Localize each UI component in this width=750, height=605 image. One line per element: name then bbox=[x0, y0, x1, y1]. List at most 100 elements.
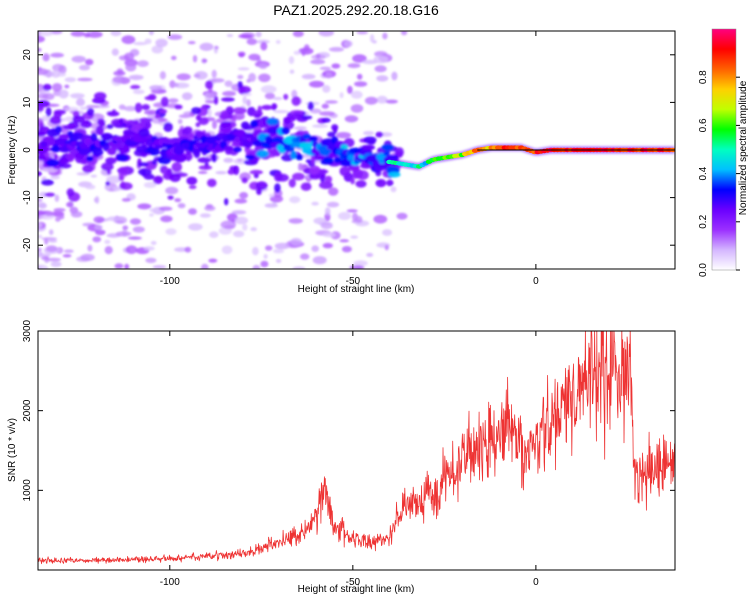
spectrogram-cell bbox=[267, 127, 281, 134]
spectrogram-cell bbox=[192, 147, 201, 156]
spectrogram-cell bbox=[38, 250, 43, 258]
spectrogram-cell bbox=[295, 153, 304, 161]
spectrogram-cell bbox=[239, 192, 249, 199]
spectrogram-cell bbox=[205, 136, 216, 145]
spectrogram-cell bbox=[300, 182, 312, 191]
spectrogram-cell bbox=[292, 31, 304, 38]
spectrogram-cell bbox=[123, 144, 130, 153]
spectrogram-cell bbox=[44, 192, 56, 197]
spectrogram-cell bbox=[165, 186, 179, 195]
spectrogram-cell bbox=[224, 145, 234, 151]
colorbar-frame bbox=[711, 28, 737, 271]
spectrogram-cell bbox=[45, 211, 54, 217]
spectrogram-cell bbox=[38, 100, 50, 108]
spectrogram-cell bbox=[376, 95, 388, 104]
spectrogram-cell bbox=[291, 96, 301, 106]
spectrogram-cell bbox=[160, 215, 173, 223]
spectrogram-cell bbox=[38, 68, 49, 75]
spectrogram-cell bbox=[231, 210, 247, 215]
spectrogram-cell bbox=[54, 194, 60, 202]
spectrogram-cell bbox=[70, 93, 85, 99]
spectrogram-cell bbox=[82, 164, 94, 173]
spectrogram-cell bbox=[233, 146, 242, 153]
spectrogram-cell bbox=[211, 78, 225, 83]
spectrogram-cell bbox=[347, 85, 353, 94]
spectrogram-cell bbox=[38, 35, 45, 43]
spectrogram-cell bbox=[174, 247, 189, 253]
spectrogram-cell bbox=[255, 150, 269, 158]
spectrogram-cell bbox=[312, 256, 327, 265]
spectrogram-cell bbox=[168, 98, 179, 103]
spectrogram-cell bbox=[224, 198, 229, 206]
spectrogram-cell bbox=[101, 162, 114, 171]
spectrogram-cell bbox=[206, 92, 217, 99]
spectrogram-cell bbox=[167, 195, 174, 200]
spectrogram-cell bbox=[160, 96, 169, 107]
spectrogram-cell bbox=[322, 242, 333, 249]
spectrogram-cell bbox=[226, 34, 234, 38]
spectrogram-cell bbox=[234, 111, 245, 121]
spectrogram-cell bbox=[143, 173, 155, 180]
spectrogram-cell bbox=[49, 31, 63, 35]
spectrogram-cell bbox=[95, 195, 100, 204]
spectrogram-cell bbox=[374, 65, 387, 73]
spectrogram-cell bbox=[363, 136, 377, 144]
spectrogram-cell bbox=[179, 125, 184, 130]
spectrogram-cell bbox=[298, 162, 303, 171]
spectrogram-cell bbox=[58, 65, 67, 75]
spectrogram-cell bbox=[350, 90, 363, 99]
spectrogram-cell bbox=[90, 174, 98, 178]
spectrogram-cell bbox=[171, 55, 177, 61]
y-tick-label: 2000 bbox=[22, 399, 33, 422]
x-tick-label: -50 bbox=[346, 577, 361, 588]
snr-y-label: SNR (10 * v/v) bbox=[7, 418, 18, 482]
spectrogram-cell bbox=[333, 156, 341, 164]
spectrogram-cell bbox=[369, 34, 375, 43]
spectrogram-cell bbox=[260, 41, 268, 51]
spectrogram-cell bbox=[237, 158, 243, 162]
spectrogram-cell bbox=[331, 124, 339, 131]
spectrogram-cell bbox=[104, 239, 111, 245]
spectrogram-cell bbox=[339, 239, 350, 243]
spectrogram-cell bbox=[104, 246, 113, 255]
spectrogram-cell bbox=[188, 185, 197, 190]
y-tick-label: 20 bbox=[22, 49, 33, 61]
x-tick-label: 0 bbox=[533, 577, 539, 588]
spectrogram-cell bbox=[214, 46, 219, 50]
snr-panel: -100 -50 0 1000 2000 3000 Height of straight… bbox=[7, 319, 676, 595]
spectrogram-cell bbox=[236, 129, 246, 138]
spectrogram-cell bbox=[311, 245, 320, 252]
spectrogram-cell bbox=[147, 93, 157, 101]
colorbar-label: Normalized spectral amplitude bbox=[738, 80, 749, 215]
spectrogram-cell bbox=[362, 59, 378, 65]
spectrogram-cell bbox=[382, 32, 388, 40]
spectrogram-cell bbox=[312, 124, 328, 128]
spectrogram-cell bbox=[138, 128, 150, 137]
spectrogram-cell bbox=[201, 263, 209, 269]
spectrogram-cell bbox=[207, 108, 212, 118]
spectrogram-cell bbox=[327, 131, 336, 138]
spectrogram-cell bbox=[85, 58, 94, 66]
spectrogram-cell bbox=[386, 179, 394, 187]
spectrogram-cell bbox=[308, 172, 322, 180]
spectrogram-cell bbox=[66, 188, 75, 197]
spectrogram-cell bbox=[127, 236, 142, 240]
spectrogram-cell bbox=[38, 47, 42, 52]
spectrogram-cell bbox=[38, 264, 49, 269]
spectrogram-cell bbox=[176, 73, 191, 81]
spectrogram-cell bbox=[283, 93, 289, 100]
spectrogram-cell bbox=[78, 147, 92, 156]
spectrogram-cell bbox=[53, 154, 59, 160]
spectrogram-cell bbox=[40, 253, 51, 257]
spectrogram-cell bbox=[302, 133, 312, 140]
spectrogram-cell bbox=[252, 264, 261, 269]
spectrogram-cell bbox=[309, 108, 322, 114]
spectrogram-cell bbox=[325, 72, 332, 79]
spectrogram-cell bbox=[326, 201, 340, 208]
spectrogram-cell bbox=[90, 132, 98, 142]
spectrogram-cell bbox=[177, 203, 186, 209]
spectrogram-cell bbox=[85, 184, 96, 190]
spectrogram-cell bbox=[256, 39, 270, 44]
snr-frame bbox=[37, 330, 676, 571]
spectrogram-cell bbox=[92, 148, 104, 157]
